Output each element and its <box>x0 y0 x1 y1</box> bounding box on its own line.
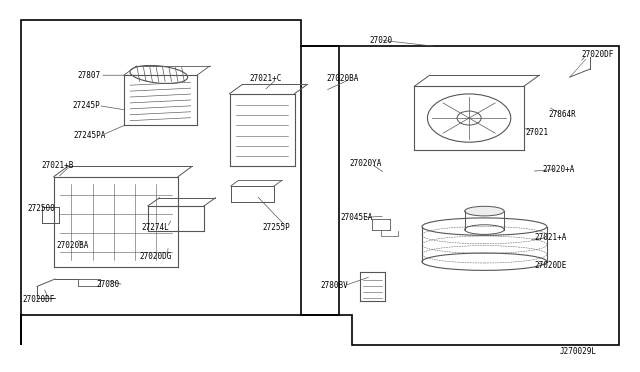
Text: 27020+A: 27020+A <box>543 165 575 174</box>
Text: 27021: 27021 <box>525 128 548 137</box>
Text: 27245PA: 27245PA <box>73 131 106 140</box>
Text: 27255P: 27255P <box>263 223 291 232</box>
Text: 27020: 27020 <box>369 36 392 45</box>
Text: 27020BA: 27020BA <box>56 241 89 250</box>
Text: 27245P: 27245P <box>72 101 100 110</box>
Text: 27020DE: 27020DE <box>534 261 567 270</box>
Text: J270029L: J270029L <box>559 347 596 356</box>
Text: 27020BA: 27020BA <box>326 74 358 83</box>
Text: 27080: 27080 <box>97 280 120 289</box>
Text: 27864R: 27864R <box>548 109 576 119</box>
Text: 27045EA: 27045EA <box>340 213 373 222</box>
Text: 27020DF: 27020DF <box>22 295 54 304</box>
Text: 27021+B: 27021+B <box>41 161 74 170</box>
Text: 27274L: 27274L <box>141 223 170 232</box>
Text: 27021+C: 27021+C <box>250 74 282 83</box>
Text: 27020DF: 27020DF <box>581 51 613 60</box>
Text: 272500: 272500 <box>27 204 55 214</box>
Text: 27021+A: 27021+A <box>534 233 567 242</box>
Text: 2780BV: 2780BV <box>320 281 348 290</box>
Text: 27020DG: 27020DG <box>140 252 172 262</box>
Text: 27807: 27807 <box>78 71 101 80</box>
Ellipse shape <box>465 206 504 216</box>
Text: 27020YA: 27020YA <box>349 159 382 169</box>
